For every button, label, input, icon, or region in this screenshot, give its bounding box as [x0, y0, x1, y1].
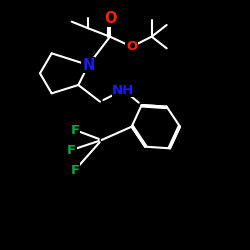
Text: NH: NH: [112, 84, 134, 96]
Text: F: F: [70, 164, 80, 176]
Text: N: N: [82, 58, 94, 72]
Text: F: F: [70, 124, 80, 136]
Text: O: O: [104, 11, 116, 26]
Text: F: F: [67, 144, 76, 156]
Text: O: O: [126, 40, 137, 53]
